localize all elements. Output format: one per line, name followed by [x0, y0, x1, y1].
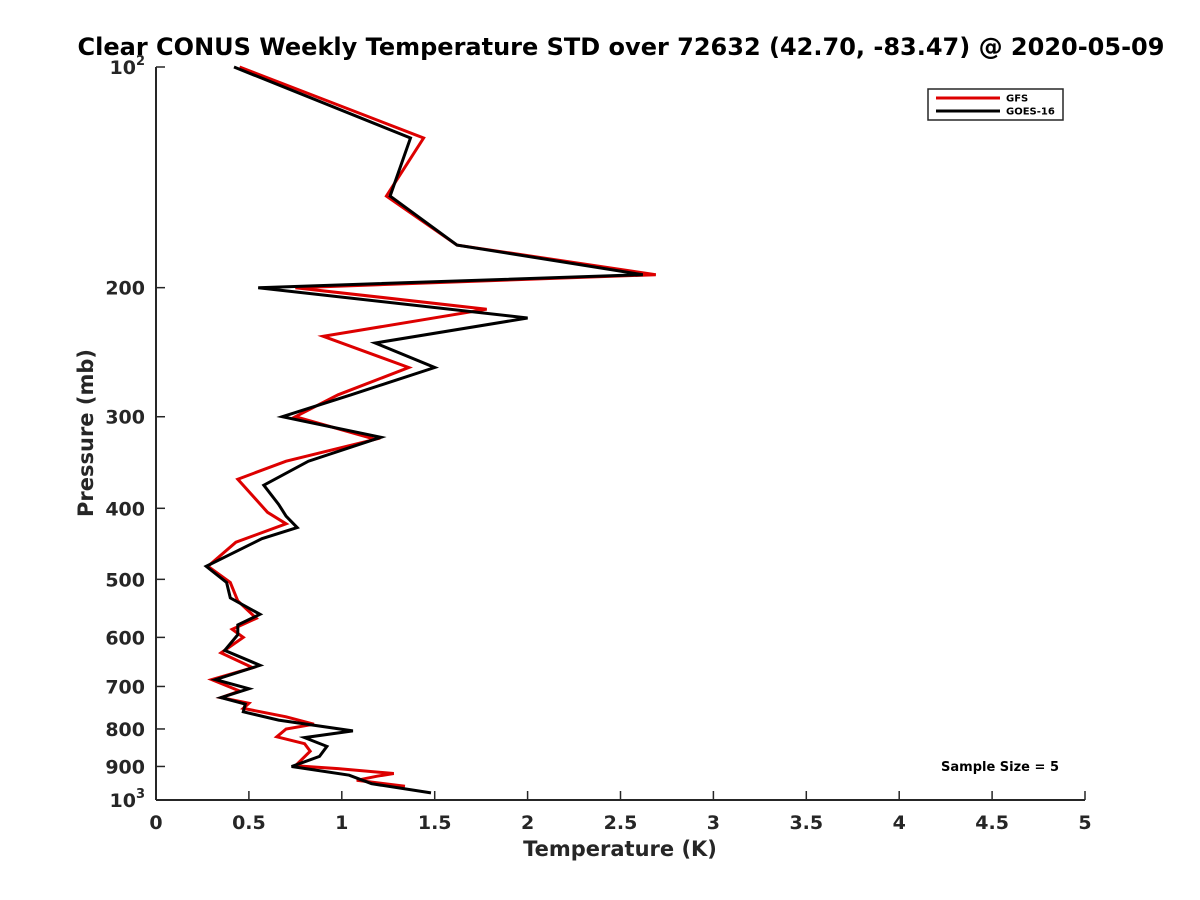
plot-background [156, 67, 1085, 800]
sample-size-annotation: Sample Size = 5 [941, 760, 1059, 775]
x-tick-label: 0.5 [232, 812, 266, 834]
legend-box [927, 88, 1064, 121]
series-line-goes16 [203, 65, 644, 795]
x-tick-label: 4.5 [975, 812, 1009, 834]
x-tick-label: 3 [707, 812, 720, 834]
y-tick-label: 500 [105, 569, 145, 591]
x-tick-label: 2 [521, 812, 534, 834]
plot-area [156, 67, 1085, 800]
y-tick-label: 103 [110, 787, 146, 812]
x-tick-label: 0 [149, 812, 162, 834]
legend: GFS GOES-16 [927, 88, 1064, 121]
series-layer [203, 65, 657, 795]
y-axis-label: Pressure (mb) [74, 349, 98, 517]
x-tick-label: 1 [335, 812, 348, 834]
legend-label-gfs: GFS [1006, 94, 1028, 105]
x-tick-label: 2.5 [604, 812, 638, 834]
y-tick-label: 400 [105, 498, 145, 520]
y-ticks: 102 200 300 400 500 600 700 800 900 103 [105, 54, 165, 812]
y-tick-label: 200 [105, 278, 145, 300]
x-tick-label: 1.5 [418, 812, 452, 834]
y-tick-label: 700 [105, 676, 145, 698]
x-axis-label: Temperature (K) [523, 837, 717, 861]
y-tick-label: 300 [105, 407, 145, 429]
chart-title: Clear CONUS Weekly Temperature STD over … [78, 33, 1165, 61]
x-tick-label: 4 [893, 812, 906, 834]
y-tick-label: 900 [105, 756, 145, 778]
x-tick-label: 3.5 [789, 812, 823, 834]
legend-label-goes16: GOES-16 [1006, 107, 1055, 118]
y-tick-label: 102 [110, 54, 146, 79]
y-tick-label: 800 [105, 719, 145, 741]
x-ticks: 0 0.5 1 1.5 2 2.5 3 3.5 4 4.5 5 [149, 791, 1092, 834]
x-tick-label: 5 [1078, 812, 1091, 834]
y-tick-label: 600 [105, 627, 145, 649]
series-line-gfs [205, 65, 657, 788]
